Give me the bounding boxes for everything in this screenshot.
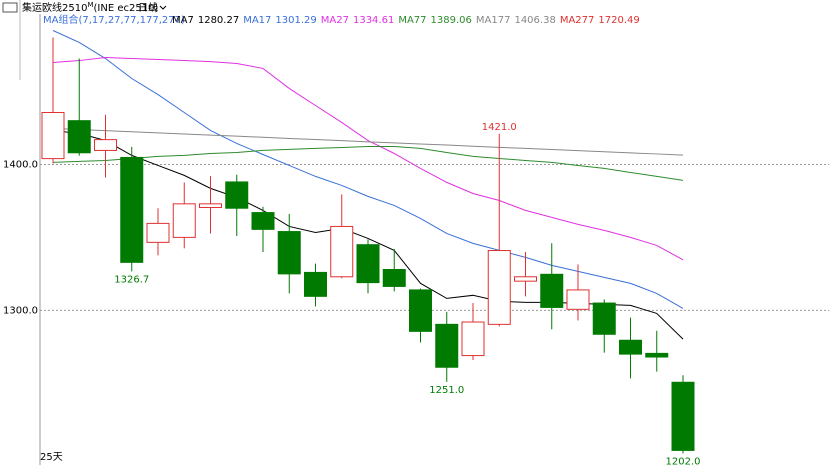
title-mark: M (87, 1, 93, 9)
candle-body (41, 112, 65, 160)
low-label: 1251.0 (429, 385, 464, 396)
candle-body (120, 156, 144, 263)
legend-entry: MA277 1720.49 (560, 15, 640, 26)
candle-body (461, 321, 485, 357)
candle-body (487, 250, 511, 325)
candle-body (67, 120, 91, 154)
legend-entry: MA7 1280.27 (172, 15, 239, 26)
candle-body (540, 273, 564, 308)
legend-entry: MA77 1389.06 (398, 15, 472, 26)
candle-body (330, 225, 354, 278)
ma-line (52, 56, 684, 261)
candle-body (645, 352, 669, 358)
candle-body (409, 289, 432, 332)
candle-body (94, 139, 117, 151)
candle-body (146, 222, 170, 243)
legend-entry: MA177 1406.38 (476, 15, 556, 26)
candle-body (199, 203, 222, 208)
ma-line (52, 145, 684, 181)
candle-body (514, 276, 537, 282)
legend-name: MA17 (243, 15, 271, 26)
candle-body (172, 203, 196, 238)
candle-body (382, 268, 406, 287)
contract: (INE ec2510) (94, 3, 159, 14)
candle-body (592, 302, 616, 335)
legend-name: MA177 (476, 15, 511, 26)
high-label: 1421.0 (482, 122, 517, 133)
candle-body (277, 231, 301, 275)
legend-name: MA27 (321, 15, 349, 26)
title: 集运欧线2510M(INE ec2510) (22, 1, 158, 14)
y-tick-label: 1300.0 (3, 305, 38, 316)
candle-body (671, 381, 695, 451)
legend-value: 1334.61 (353, 15, 394, 26)
legend-value: 1720.49 (598, 15, 639, 26)
candle-body (566, 289, 590, 310)
legend-name: MA77 (398, 15, 426, 26)
candle-body (356, 244, 380, 284)
legend-name: MA7 (172, 15, 194, 26)
candle-body (435, 323, 459, 368)
indicator-label[interactable]: MA组合(7,17,27,77,177,277) (43, 13, 185, 26)
legend-value: 1389.06 (431, 15, 472, 26)
legend-value: 1406.38 (514, 15, 555, 26)
menu-icon[interactable] (2, 2, 18, 13)
legend-entry: MA27 1334.61 (321, 15, 395, 26)
candle-body (304, 271, 327, 297)
candle-body (251, 212, 275, 230)
ma-line (52, 127, 684, 156)
title-name: 集运欧线2510 (22, 1, 87, 14)
bar-count: 25天 (40, 452, 63, 463)
low-label: 1202.0 (666, 456, 701, 465)
period[interactable]: 日线 (138, 1, 158, 14)
low-label: 1326.7 (114, 274, 149, 285)
candle-body (619, 339, 642, 355)
legend-value: 1280.27 (198, 15, 239, 26)
legend-name: MA277 (560, 15, 595, 26)
legend-value: 1301.29 (275, 15, 316, 26)
y-tick-label: 1400.0 (3, 159, 38, 170)
candle-body (225, 181, 249, 209)
legend-entry: MA17 1301.29 (243, 15, 317, 26)
period-arrow[interactable] (159, 5, 167, 10)
